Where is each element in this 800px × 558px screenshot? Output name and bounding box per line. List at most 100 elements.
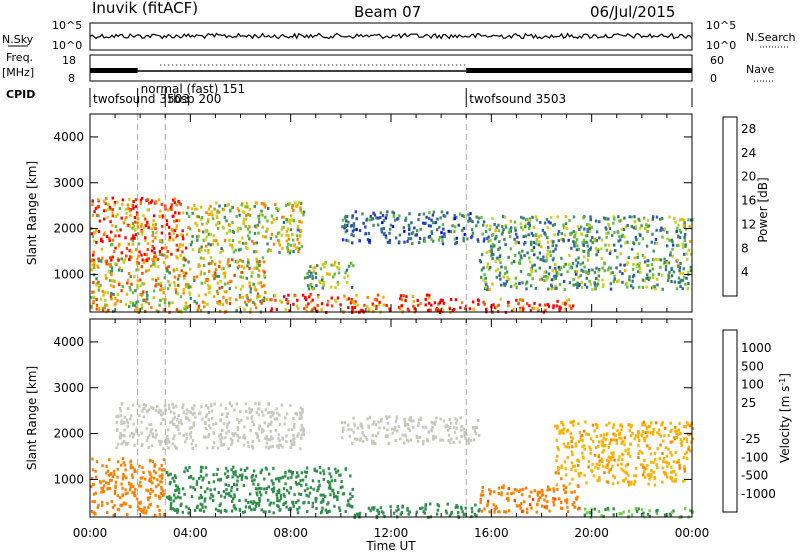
echo-cell xyxy=(574,240,577,244)
echo-cell xyxy=(546,488,549,492)
echo-cell xyxy=(345,229,349,233)
echo-cell xyxy=(147,226,150,230)
echo-cell xyxy=(168,238,171,242)
echo-cell xyxy=(368,307,371,311)
echo-cell xyxy=(671,479,674,483)
echo-cell xyxy=(434,308,438,312)
echo-cell xyxy=(275,307,278,311)
echo-cell xyxy=(671,470,675,474)
echo-cell xyxy=(493,306,497,310)
echo-cell xyxy=(648,477,651,481)
echo-cell xyxy=(646,273,649,277)
echo-cell xyxy=(444,425,447,429)
echo-cell xyxy=(262,429,265,433)
echo-cell xyxy=(605,235,608,239)
echo-cell xyxy=(296,507,299,511)
echo-cell xyxy=(483,273,486,277)
echo-cell xyxy=(137,507,141,511)
echo-cell xyxy=(137,484,141,488)
echo-cell xyxy=(209,243,212,247)
echo-cell xyxy=(153,262,156,266)
echo-cell xyxy=(181,406,184,410)
echo-cell xyxy=(231,432,234,436)
echo-cell xyxy=(371,441,374,445)
echo-cell xyxy=(633,256,636,260)
echo-cell xyxy=(341,485,344,489)
echo-cell xyxy=(675,287,679,291)
echo-cell xyxy=(212,239,216,242)
echo-cell xyxy=(187,214,191,218)
echo-cell xyxy=(623,235,626,239)
echo-cell xyxy=(554,497,557,501)
echo-cell xyxy=(284,474,287,478)
echo-cell xyxy=(457,511,460,514)
echo-cell xyxy=(182,403,185,407)
echo-cell xyxy=(124,488,127,492)
echo-cell xyxy=(671,254,674,258)
echo-cell xyxy=(642,216,646,220)
echo-cell xyxy=(448,441,452,445)
echo-cell xyxy=(299,493,303,496)
echo-cell xyxy=(440,210,444,214)
echo-cell xyxy=(215,201,218,205)
echo-cell xyxy=(253,204,256,208)
echo-cell xyxy=(259,281,263,285)
echo-cell xyxy=(284,416,287,420)
echo-cell xyxy=(613,231,616,234)
echo-cell xyxy=(201,466,204,470)
nsearch-tick-high: 10^5 xyxy=(706,19,736,32)
echo-cell xyxy=(235,308,238,312)
echo-cell xyxy=(287,293,290,297)
echo-cell xyxy=(305,493,308,497)
echo-cell xyxy=(248,411,251,415)
echo-cell xyxy=(571,445,574,449)
echo-cell xyxy=(207,287,210,291)
echo-cell xyxy=(154,264,157,268)
echo-cell xyxy=(132,432,136,436)
echo-cell xyxy=(648,269,652,273)
echo-cell xyxy=(596,425,599,429)
echo-cell xyxy=(234,286,238,290)
echo-cell xyxy=(509,247,513,251)
echo-cell xyxy=(379,211,383,215)
velocity-colorbar-label: Velocity [m s-1] xyxy=(778,373,793,463)
echo-cell xyxy=(143,506,146,510)
echo-cell xyxy=(222,422,226,426)
echo-cell xyxy=(653,258,656,262)
echo-cell xyxy=(116,460,120,464)
echo-cell xyxy=(449,426,452,430)
echo-cell xyxy=(336,296,340,300)
echo-cell xyxy=(307,494,310,498)
echo-cell xyxy=(407,224,411,228)
colorbar-tick-label: 28 xyxy=(741,122,756,136)
echo-cell xyxy=(601,450,604,454)
echo-cell xyxy=(417,436,420,440)
echo-cell xyxy=(142,290,145,294)
echo-cell xyxy=(504,243,507,247)
echo-cell xyxy=(188,465,191,469)
echo-cell xyxy=(135,268,138,272)
echo-cell xyxy=(249,307,252,311)
echo-cell xyxy=(128,504,131,508)
echo-cell xyxy=(333,260,337,264)
echo-cell xyxy=(646,224,649,228)
echo-cell xyxy=(630,215,633,219)
echo-cell xyxy=(100,490,103,494)
echo-cell xyxy=(110,266,114,270)
echo-cell xyxy=(151,444,154,448)
echo-cell xyxy=(585,276,588,280)
echo-cell xyxy=(371,433,375,437)
echo-cell xyxy=(552,503,556,507)
echo-cell xyxy=(333,479,337,483)
echo-cell xyxy=(616,429,619,433)
echo-cell xyxy=(252,482,255,486)
echo-cell xyxy=(624,470,627,474)
echo-cell xyxy=(212,480,216,484)
echo-cell xyxy=(468,307,471,311)
nsearch-label: N.Search xyxy=(746,31,796,44)
echo-cell xyxy=(563,460,567,464)
echo-cell xyxy=(209,426,212,430)
echo-cell xyxy=(92,258,95,262)
nsky-line xyxy=(89,32,693,40)
echo-cell xyxy=(298,506,301,510)
